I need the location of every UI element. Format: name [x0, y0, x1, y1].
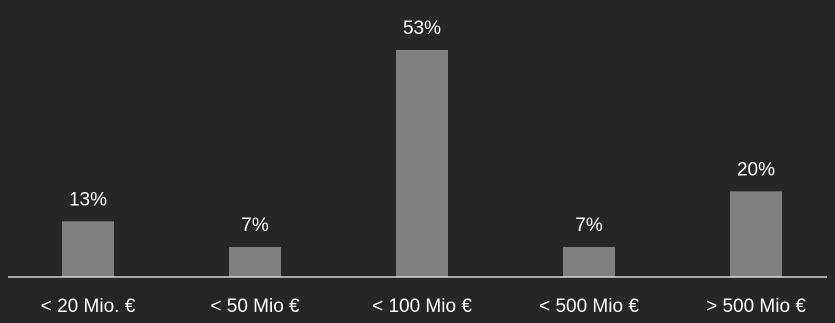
bars-layer [62, 50, 782, 277]
value-label-1: 7% [241, 215, 269, 236]
value-label-0: 13% [69, 189, 107, 210]
x-tick-label-4: > 500 Mio € [706, 296, 806, 317]
x-tick-label-0: < 20 Mio. € [41, 296, 136, 317]
x-tick-label-2: < 100 Mio € [372, 296, 472, 317]
x-tick-label-3: < 500 Mio € [539, 296, 639, 317]
value-label-2: 53% [403, 18, 441, 39]
bar-3 [563, 247, 615, 277]
bar-1 [229, 247, 281, 277]
bar-0 [62, 221, 114, 277]
x-tick-labels: < 20 Mio. € < 50 Mio € < 100 Mio € < 500 Mi… [41, 296, 807, 317]
value-label-4: 20% [737, 159, 775, 180]
x-tick-label-1: < 50 Mio € [210, 296, 300, 317]
bar-2 [396, 50, 448, 277]
value-labels-layer: 13% 7% 53% 7% 20% [69, 18, 775, 236]
bar-4 [730, 191, 782, 277]
value-label-3: 7% [575, 215, 603, 236]
